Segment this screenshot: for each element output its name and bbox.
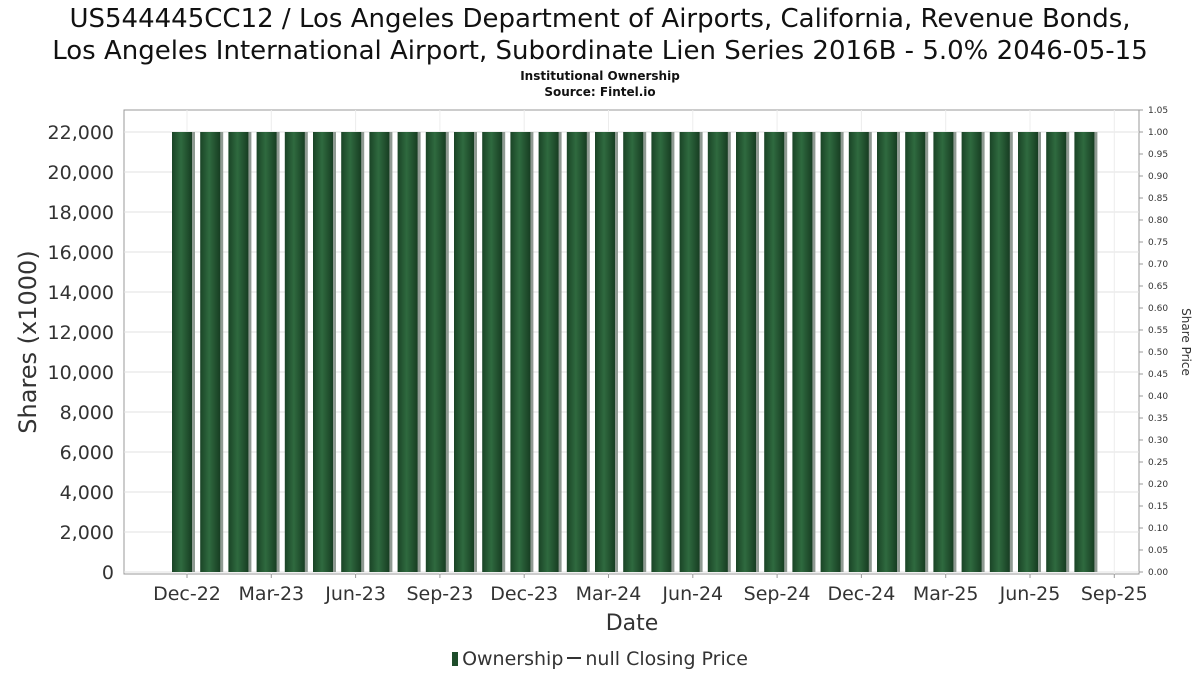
x-tick-label: Mar-25 bbox=[913, 583, 979, 605]
y-tick-label: 20,000 bbox=[48, 162, 114, 184]
ownership-bar bbox=[538, 132, 559, 572]
ownership-bar bbox=[454, 132, 474, 572]
ownership-bar bbox=[482, 132, 503, 572]
x-tick-label: Dec-22 bbox=[153, 583, 221, 605]
y2-tick-label: 0.80 bbox=[1148, 216, 1168, 226]
ownership-bar bbox=[510, 132, 531, 572]
y2-tick-label: 0.95 bbox=[1148, 150, 1168, 160]
x-tick-label: Sep-23 bbox=[406, 583, 473, 605]
y2-tick-label: 0.60 bbox=[1148, 304, 1168, 314]
ownership-bar bbox=[256, 132, 277, 572]
y-tick-label: 16,000 bbox=[48, 242, 114, 264]
ownership-bar bbox=[566, 132, 587, 572]
y-axis-label: Shares (x1000) bbox=[14, 250, 42, 433]
ownership-bar bbox=[623, 132, 644, 572]
ownership-bar bbox=[1018, 132, 1038, 572]
x-axis-label: Date bbox=[606, 611, 659, 636]
ownership-bar bbox=[341, 132, 362, 572]
x-tick-label: Mar-24 bbox=[576, 583, 642, 605]
x-tick-label: Sep-24 bbox=[744, 583, 811, 605]
y-tick-label: 4,000 bbox=[60, 482, 114, 504]
ownership-bar bbox=[1074, 132, 1095, 572]
legend-ownership-label: Ownership bbox=[462, 648, 564, 670]
y-tick-label: 2,000 bbox=[60, 522, 114, 544]
ownership-bar bbox=[848, 132, 869, 572]
y-tick-label: 6,000 bbox=[60, 442, 114, 464]
y-tick-label: 14,000 bbox=[48, 282, 114, 304]
ownership-bar bbox=[1046, 132, 1067, 572]
ownership-bar bbox=[707, 132, 728, 572]
y2-tick-label: 1.05 bbox=[1148, 106, 1168, 116]
ownership-bar bbox=[228, 132, 249, 572]
ownership-bar bbox=[284, 132, 305, 572]
x-tick-label: Jun-24 bbox=[661, 583, 723, 605]
ownership-bar bbox=[989, 132, 1010, 572]
y2-tick-label: 0.65 bbox=[1148, 282, 1168, 292]
chart-title-line-1: US544445CC12 / Los Angeles Department of… bbox=[69, 4, 1131, 34]
ownership-bar bbox=[679, 132, 700, 572]
y2-tick-label: 0.30 bbox=[1148, 436, 1168, 446]
ownership-bar bbox=[651, 132, 672, 572]
x-tick-label: Jun-23 bbox=[324, 583, 386, 605]
x-tick-label: Dec-24 bbox=[827, 583, 895, 605]
y2-tick-label: 1.00 bbox=[1148, 128, 1168, 138]
ownership-bar bbox=[933, 132, 954, 572]
y2-tick-label: 0.40 bbox=[1148, 392, 1168, 402]
y-tick-label: 10,000 bbox=[48, 362, 114, 384]
y2-tick-label: 0.20 bbox=[1148, 480, 1168, 490]
x-tick-label: Dec-23 bbox=[490, 583, 558, 605]
chart-source: Source: Fintel.io bbox=[544, 85, 656, 99]
y-tick-label: 8,000 bbox=[60, 402, 114, 424]
y2-tick-label: 0.70 bbox=[1148, 260, 1168, 270]
x-tick-label: Sep-25 bbox=[1081, 583, 1148, 605]
y2-tick-label: 0.90 bbox=[1148, 172, 1168, 182]
chart-title-line-2: Los Angeles International Airport, Subor… bbox=[52, 36, 1148, 66]
ownership-bar bbox=[961, 132, 982, 572]
ownership-bar bbox=[764, 132, 785, 572]
legend-ownership-swatch bbox=[452, 652, 459, 666]
y2-tick-label: 0.75 bbox=[1148, 238, 1168, 248]
y2-tick-label: 0.25 bbox=[1148, 458, 1168, 468]
legend-price-line bbox=[567, 657, 582, 659]
legend-price-label: null Closing Price bbox=[585, 648, 748, 670]
ownership-bar bbox=[877, 132, 897, 572]
y2-tick-label: 0.00 bbox=[1148, 568, 1168, 578]
y2-axis-label: Share Price bbox=[1179, 308, 1193, 376]
y2-tick-label: 0.55 bbox=[1148, 326, 1168, 336]
x-tick-label: Mar-23 bbox=[238, 583, 304, 605]
ownership-bar bbox=[595, 132, 615, 572]
legend: Ownership null Closing Price bbox=[0, 648, 1200, 670]
ownership-bar bbox=[200, 132, 221, 572]
y2-tick-label: 0.10 bbox=[1148, 524, 1168, 534]
ownership-bar bbox=[736, 132, 756, 572]
y-tick-label: 18,000 bbox=[48, 202, 114, 224]
x-tick-label: Jun-25 bbox=[999, 583, 1061, 605]
y-tick-label: 22,000 bbox=[48, 122, 114, 144]
ownership-bar bbox=[792, 132, 813, 572]
y2-tick-label: 0.15 bbox=[1148, 502, 1168, 512]
ownership-bar bbox=[820, 132, 841, 572]
ownership-bar bbox=[369, 132, 390, 572]
y-tick-label: 0 bbox=[102, 562, 114, 584]
y2-tick-label: 0.05 bbox=[1148, 546, 1168, 556]
ownership-bar bbox=[172, 132, 192, 572]
y2-tick-label: 0.35 bbox=[1148, 414, 1168, 424]
y2-tick-label: 0.85 bbox=[1148, 194, 1168, 204]
chart-subtitle: Institutional Ownership bbox=[520, 69, 680, 83]
ownership-bar bbox=[397, 132, 418, 572]
ownership-bar bbox=[313, 132, 333, 572]
y2-tick-label: 0.45 bbox=[1148, 370, 1168, 380]
ownership-bar bbox=[905, 132, 926, 572]
y2-tick-label: 0.50 bbox=[1148, 348, 1168, 358]
y-tick-label: 12,000 bbox=[48, 322, 114, 344]
ownership-bar bbox=[425, 132, 446, 572]
